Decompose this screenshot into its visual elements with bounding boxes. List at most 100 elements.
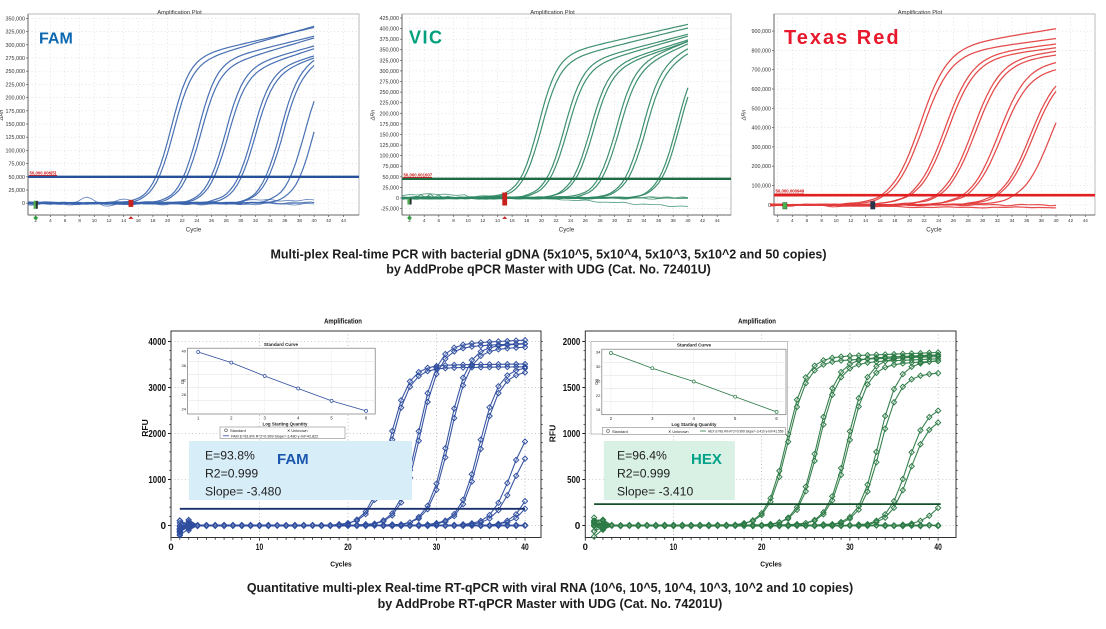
svg-text:18: 18 [596, 407, 601, 412]
svg-text:225,000: 225,000 [6, 82, 26, 88]
svg-text:100,000: 100,000 [380, 154, 400, 160]
svg-text:25,000: 25,000 [9, 188, 26, 194]
svg-text:32: 32 [627, 218, 633, 223]
svg-text:Quantitative multi-plex Real-t: Quantitative multi-plex Real-time RT-qPC… [247, 581, 853, 595]
svg-text:50,000: 50,000 [9, 175, 26, 181]
svg-text:FAM: FAM [39, 31, 73, 48]
svg-text:2: 2 [776, 218, 779, 223]
svg-text:1: 1 [197, 416, 200, 421]
svg-text:Cycle: Cycle [186, 226, 202, 233]
svg-text:24: 24 [194, 218, 200, 223]
svg-text:4: 4 [297, 416, 300, 421]
svg-text:10: 10 [92, 218, 98, 223]
svg-text:26: 26 [951, 218, 957, 223]
svg-text:38: 38 [671, 218, 677, 223]
svg-text:40: 40 [521, 542, 528, 553]
svg-text:Multi-plex Real-time PCR with: Multi-plex Real-time PCR with bacterial … [270, 248, 826, 262]
svg-text:22: 22 [922, 218, 928, 223]
svg-text:200,000: 200,000 [6, 96, 26, 102]
svg-text:HEX: HEX [691, 451, 722, 468]
svg-text:Texas Red: Texas Red [784, 27, 901, 49]
svg-text:36: 36 [656, 218, 662, 223]
svg-text:2000: 2000 [148, 429, 166, 440]
svg-text:1000: 1000 [148, 475, 166, 486]
svg-text:0: 0 [22, 201, 25, 207]
svg-text:300,000: 300,000 [752, 145, 772, 151]
svg-text:12: 12 [848, 218, 854, 223]
svg-text:175,000: 175,000 [6, 109, 26, 115]
svg-text:Cycle: Cycle [559, 226, 575, 233]
svg-text:4: 4 [49, 218, 52, 223]
svg-text:40: 40 [312, 218, 318, 223]
svg-text:700,000: 700,000 [752, 68, 772, 74]
svg-text:200,000: 200,000 [752, 164, 772, 170]
svg-text:C​t: C​t [180, 379, 185, 384]
svg-text:6: 6 [64, 218, 67, 223]
svg-text:34: 34 [268, 218, 274, 223]
svg-text:800,000: 800,000 [752, 48, 772, 54]
svg-text:HEX E=96.4% R^2=0.999 Slope=: HEX E=96.4% R^2=0.999 Slope=-3.410 y-Int… [708, 430, 784, 434]
svg-text:18: 18 [524, 218, 530, 223]
svg-text:24: 24 [936, 218, 942, 223]
svg-text:0: 0 [396, 196, 399, 202]
svg-text:36: 36 [282, 218, 288, 223]
svg-text:26: 26 [583, 218, 589, 223]
svg-text:4000: 4000 [148, 337, 166, 348]
svg-text:0: 0 [575, 521, 581, 532]
svg-text:2: 2 [610, 416, 613, 421]
svg-text:16: 16 [136, 218, 142, 223]
svg-text:RFU: RFU [548, 425, 558, 442]
svg-text:E=93.8%: E=93.8% [205, 449, 255, 463]
svg-text:R2=0.999: R2=0.999 [617, 467, 670, 481]
svg-text:2: 2 [408, 218, 411, 223]
svg-text:6: 6 [438, 218, 441, 223]
svg-text:Amplification Plot: Amplification Plot [157, 10, 202, 16]
svg-text:16: 16 [510, 218, 516, 223]
svg-text:34: 34 [1009, 218, 1015, 223]
svg-text:✕ Unknown: ✕ Unknown [668, 429, 689, 434]
svg-text:500: 500 [567, 475, 581, 486]
svg-text:8: 8 [452, 218, 455, 223]
svg-text:3: 3 [264, 416, 267, 421]
svg-text:32: 32 [995, 218, 1001, 223]
svg-text:400,000: 400,000 [752, 126, 772, 132]
svg-text:250,000: 250,000 [6, 69, 26, 75]
svg-text:42: 42 [700, 218, 706, 223]
svg-text:42: 42 [1068, 218, 1074, 223]
svg-text:425,000: 425,000 [380, 16, 400, 22]
svg-text:38: 38 [297, 218, 303, 223]
svg-text:ΔRn: ΔRn [0, 110, 5, 122]
svg-text:12: 12 [106, 218, 112, 223]
svg-text:250,000: 250,000 [380, 90, 400, 96]
svg-text:36: 36 [182, 363, 187, 368]
svg-text:10: 10 [834, 218, 840, 223]
svg-text:Log Starting Quantity: Log Starting Quantity [672, 422, 717, 427]
svg-text:0: 0 [583, 542, 588, 553]
svg-text:40: 40 [685, 218, 691, 223]
svg-text:2000: 2000 [563, 337, 581, 348]
svg-text:22: 22 [596, 393, 601, 398]
svg-text:125,000: 125,000 [6, 135, 26, 141]
svg-text:300,000: 300,000 [6, 43, 26, 49]
svg-text:225,000: 225,000 [380, 101, 400, 107]
svg-text:Slope= -3.480: Slope= -3.480 [205, 485, 281, 499]
svg-text:Standard Curve: Standard Curve [264, 342, 299, 347]
svg-text:125,000: 125,000 [380, 143, 400, 149]
svg-text:42: 42 [326, 218, 332, 223]
svg-text:Amplification Plot: Amplification Plot [530, 10, 575, 16]
svg-text:ΔRn: ΔRn [742, 110, 748, 122]
svg-text:3: 3 [651, 416, 654, 421]
svg-text:5: 5 [330, 416, 333, 421]
svg-text:30: 30 [238, 218, 244, 223]
svg-text:325,000: 325,000 [6, 30, 26, 36]
svg-text:100,000: 100,000 [752, 184, 772, 190]
svg-text:44: 44 [341, 218, 347, 223]
svg-text:40: 40 [182, 349, 187, 354]
svg-text:14: 14 [863, 218, 869, 223]
svg-text:26: 26 [596, 378, 601, 383]
svg-text:C​q: C​q [594, 379, 599, 385]
svg-text:30: 30 [612, 218, 618, 223]
svg-text:18: 18 [150, 218, 156, 223]
svg-text:40: 40 [1053, 218, 1059, 223]
svg-text:10: 10 [256, 542, 263, 553]
